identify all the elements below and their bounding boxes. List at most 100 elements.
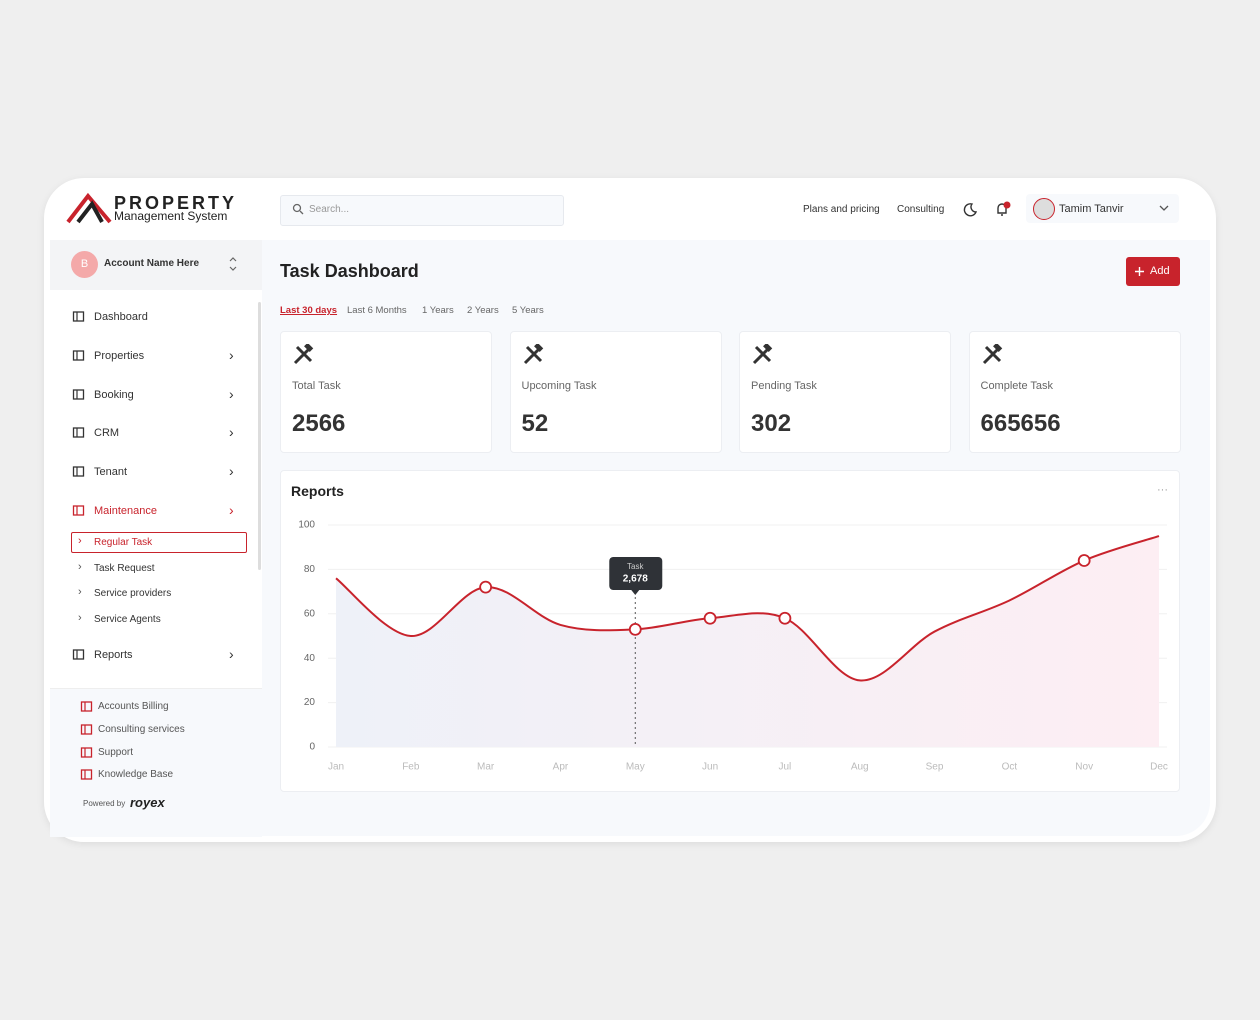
menu-icon	[80, 724, 93, 735]
x-tick-label: Sep	[926, 762, 944, 773]
menu-icon	[72, 311, 85, 322]
point-marker	[1077, 554, 1091, 567]
nav-link[interactable]: Consulting	[897, 204, 945, 215]
filter-tab[interactable]: Last 6 Months	[347, 305, 407, 316]
menu-icon	[72, 649, 85, 660]
theme-icon[interactable]	[962, 202, 978, 218]
panel-menu[interactable]: ···	[1157, 484, 1168, 496]
stat-label: Upcoming Task	[521, 380, 597, 392]
submenu-chevron: ›	[78, 560, 82, 573]
stat-label: Pending Task	[751, 380, 817, 392]
submenu-chevron: ›	[78, 611, 82, 624]
chevron: ›	[229, 346, 234, 363]
stat-value: 665656	[980, 410, 1061, 437]
x-tick-label: Jul	[779, 762, 792, 773]
y-tick-label: 40	[304, 653, 316, 664]
point-marker	[628, 622, 642, 636]
filter-tab[interactable]: 2 Years	[467, 305, 499, 316]
tools-icon	[523, 344, 543, 365]
area	[336, 536, 1159, 747]
submenu-item[interactable]: Service Agents	[94, 613, 161, 625]
menu-icon	[80, 701, 93, 712]
stat-card	[280, 331, 492, 453]
menu-item[interactable]: Tenant	[94, 466, 128, 479]
x-tick-label: Jun	[702, 762, 718, 773]
footer-link[interactable]: Accounts Billing	[98, 701, 169, 712]
stat-card	[968, 331, 1181, 453]
plus-icon	[1135, 267, 1144, 276]
stat-value: 2566	[292, 410, 346, 437]
y-tick-label: 0	[309, 742, 315, 753]
filter-tab[interactable]: Last 30 days	[280, 305, 338, 316]
page-title: Task Dashboard	[280, 261, 419, 281]
footer-link[interactable]: Support	[98, 746, 134, 758]
line	[335, 535, 1160, 682]
submenu-item[interactable]: Task Request	[94, 562, 155, 574]
chart-title: Reports	[291, 483, 344, 499]
tools-icon	[752, 344, 773, 365]
stat-value: 302	[751, 410, 792, 437]
logo-title: PROPERTY	[114, 193, 238, 213]
chevron: ›	[229, 463, 234, 480]
search-placeholder: Search...	[309, 204, 350, 215]
footer-link[interactable]: Knowledge Base	[98, 769, 174, 781]
menu-item[interactable]: CRM	[94, 427, 120, 440]
bell-icon[interactable]	[994, 200, 1012, 218]
menu-icon	[72, 466, 85, 477]
menu-item[interactable]: Reports	[94, 649, 133, 661]
tooltip-value: 2,678	[623, 574, 648, 585]
menu-icon	[72, 505, 85, 516]
active-submenu[interactable]	[71, 532, 247, 553]
y-tick-label: 80	[304, 564, 316, 575]
stat-value: 52	[521, 410, 549, 437]
logo-subtitle: Management System	[114, 209, 228, 223]
submenu-item[interactable]: Service providers	[94, 588, 172, 599]
menu-icon	[72, 427, 85, 439]
chevron: ›	[229, 424, 234, 441]
point-marker	[479, 580, 493, 594]
chevron: ›	[229, 502, 234, 518]
sidebar-footer	[50, 688, 262, 837]
stat-card	[509, 331, 722, 453]
menu-item[interactable]: Booking	[94, 388, 134, 401]
x-tick-label: Mar	[477, 762, 495, 773]
menu-item[interactable]: Dashboard	[94, 311, 148, 323]
account-name: Account Name Here	[104, 258, 200, 269]
powered-by: Powered by	[83, 799, 126, 808]
menu-item[interactable]: Properties	[94, 349, 145, 362]
submenu-chevron: ›	[78, 535, 82, 547]
point-marker	[703, 611, 717, 625]
menu-item[interactable]: Maintenance	[94, 505, 157, 517]
filter-tab[interactable]: 5 Years	[512, 305, 544, 316]
y-tick-label: 20	[304, 697, 316, 708]
tooltip	[609, 557, 663, 590]
submenu-item[interactable]: Regular Task	[94, 537, 153, 548]
add-label: Add	[1150, 265, 1170, 277]
account-toggle	[229, 257, 237, 271]
tools-icon	[982, 344, 1002, 365]
x-tick-label: Oct	[1002, 762, 1018, 773]
chevron	[1159, 205, 1169, 211]
x-tick-label: Nov	[1075, 762, 1093, 773]
footer-link[interactable]: Consulting services	[98, 723, 185, 735]
search-icon	[292, 203, 304, 215]
stat-card	[739, 331, 951, 453]
tooltip-arrow	[631, 590, 640, 595]
x-tick-label: May	[626, 762, 645, 773]
x-tick-label: Dec	[1150, 762, 1168, 773]
tools-icon	[293, 344, 314, 365]
filter-tab[interactable]: 1 Years	[422, 305, 454, 316]
x-tick-label: Aug	[851, 762, 869, 773]
chart: 0 20 40 60 80 100 Jan Feb Mar Apr May Jun Jul Aug Sep O…	[298, 520, 1168, 773]
user-name: Tamim Tanvir	[1059, 203, 1124, 215]
nav-link[interactable]: Plans and pricing	[803, 204, 880, 215]
point-marker	[778, 611, 792, 625]
brand: royex	[130, 795, 165, 810]
y-tick-label: 60	[304, 608, 316, 619]
search-box[interactable]	[280, 195, 564, 226]
stat-label: Complete Task	[980, 380, 1054, 392]
submenu-chevron: ›	[78, 586, 82, 598]
x-tick-label: Apr	[553, 762, 569, 773]
chevron: ›	[229, 646, 234, 662]
